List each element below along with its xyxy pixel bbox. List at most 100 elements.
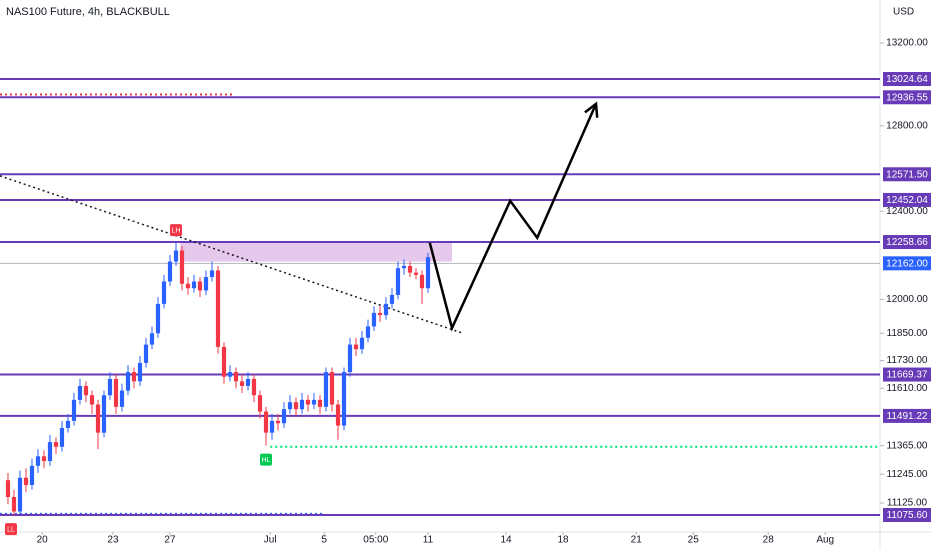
candle-body	[353, 344, 359, 350]
candle-body	[371, 312, 377, 327]
candle-body	[227, 372, 233, 377]
candle-body	[137, 362, 143, 382]
level-box	[883, 408, 931, 423]
marker-label: LH	[172, 228, 181, 235]
candle-body	[89, 395, 95, 405]
candle-body	[173, 250, 179, 262]
candle-body	[215, 270, 221, 347]
level-box	[883, 90, 931, 105]
candle-body	[263, 411, 269, 433]
level-box	[883, 507, 931, 522]
candle-body	[329, 372, 335, 405]
candle-body	[425, 257, 431, 289]
y-tick-label: 11365.00	[887, 440, 928, 451]
y-tick-label: 11730.00	[887, 355, 928, 366]
candle-body	[107, 379, 113, 396]
level-label: 11669.37	[887, 370, 928, 381]
candle-body	[245, 379, 251, 386]
candle-body	[239, 381, 245, 386]
x-tick-label: 18	[557, 535, 569, 546]
y-tick-label: 12000.00	[886, 294, 928, 305]
candle-body	[119, 390, 125, 407]
candle-body	[17, 477, 23, 512]
candle-body	[389, 294, 395, 304]
level-box	[883, 235, 931, 250]
x-tick-label: 25	[688, 535, 700, 546]
candle-body	[335, 404, 341, 426]
x-tick-label: 21	[631, 535, 643, 546]
candle-body	[65, 420, 71, 428]
x-tick-label: 27	[164, 535, 176, 546]
level-label: 12571.50	[886, 169, 928, 180]
level-label: 12936.55	[886, 92, 928, 103]
y-tick-label: 11125.00	[887, 498, 928, 509]
candle-body	[395, 268, 401, 295]
candle-body	[191, 281, 197, 289]
x-tick-label: 14	[500, 535, 512, 546]
level-box	[883, 167, 931, 182]
x-tick-label: Jul	[264, 535, 277, 546]
candle-body	[167, 261, 173, 282]
candle-body	[311, 399, 317, 405]
candle-body	[257, 395, 263, 412]
candle-body	[323, 372, 329, 407]
candle-body	[5, 480, 11, 497]
x-tick-label: 20	[37, 535, 49, 546]
arrow-head	[584, 101, 599, 118]
marker-box	[4, 523, 17, 536]
level-box	[883, 192, 931, 207]
candle-body	[101, 395, 107, 433]
candle-body	[401, 265, 407, 269]
candle-body	[185, 283, 191, 289]
candle-body	[59, 427, 65, 447]
x-tick-label: 28	[763, 535, 775, 546]
candle-body	[161, 281, 167, 304]
y-tick-label: 11245.00	[887, 469, 928, 480]
x-tick-label: 05:00	[363, 535, 388, 546]
candle-body	[377, 312, 383, 316]
chart-title: NAS100 Future, 4h, BLACKBULL	[6, 6, 170, 18]
candle-body	[131, 372, 137, 382]
y-tick-label: 11850.00	[887, 328, 928, 339]
y-tick-label: 13200.00	[886, 38, 928, 49]
candle-body	[113, 379, 119, 407]
candle-body	[155, 303, 161, 334]
y-tick-label: 11610.00	[887, 383, 928, 394]
marker-label: LL	[7, 526, 15, 533]
candle-body	[77, 385, 83, 400]
level-label: 12452.04	[886, 195, 928, 206]
currency: USD	[893, 7, 914, 18]
candle-body	[11, 496, 17, 512]
candle-body	[341, 372, 347, 426]
candle-body	[125, 372, 131, 391]
level-box	[883, 72, 931, 87]
candle-body	[23, 477, 29, 485]
level-label: 11491.22	[887, 411, 928, 422]
candle-body	[221, 346, 227, 377]
last-price-box	[883, 256, 931, 271]
candle-body	[47, 442, 53, 462]
candle-body	[41, 456, 47, 462]
y-tick-label: 12400.00	[886, 206, 928, 217]
candle-body	[365, 326, 371, 338]
projection-path	[428, 103, 598, 332]
candle-body	[71, 399, 77, 421]
level-box	[883, 367, 931, 382]
candle-body	[35, 456, 41, 466]
candle-body	[83, 385, 89, 396]
candle-body	[299, 399, 305, 410]
x-tick-label: 11	[423, 535, 434, 546]
candle-body	[407, 265, 413, 273]
candle-body	[287, 402, 293, 410]
candle-body	[383, 303, 389, 316]
y-tick-label: 12800.00	[886, 120, 928, 131]
candle-body	[233, 372, 239, 382]
candle-body	[281, 409, 287, 424]
x-tick-label: Aug	[816, 535, 834, 546]
candle-body	[251, 379, 257, 396]
candle-body	[53, 442, 59, 447]
candle-body	[269, 420, 275, 433]
candle-body	[197, 281, 203, 291]
